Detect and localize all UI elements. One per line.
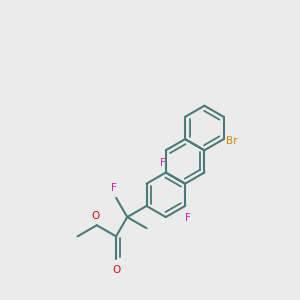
Text: F: F — [111, 183, 117, 193]
Text: O: O — [112, 265, 120, 275]
Text: F: F — [184, 212, 190, 223]
Text: Br: Br — [226, 136, 238, 146]
Text: F: F — [160, 158, 166, 168]
Text: O: O — [91, 211, 99, 221]
